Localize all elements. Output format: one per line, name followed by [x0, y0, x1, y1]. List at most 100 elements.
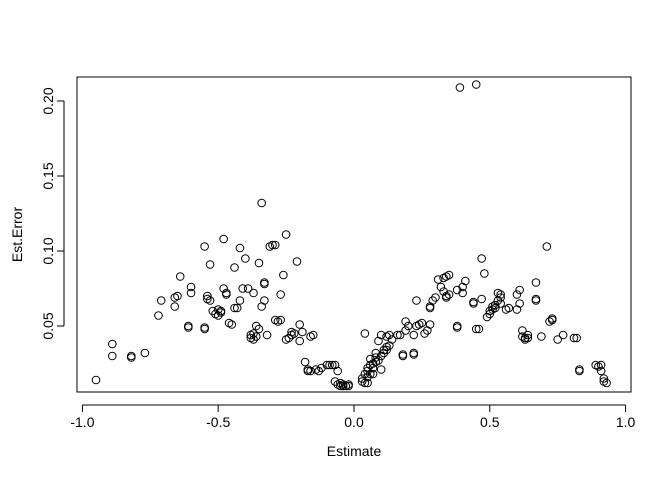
data-point — [537, 332, 546, 341]
data-point — [200, 323, 209, 332]
data-point — [295, 320, 304, 329]
data-point — [260, 296, 269, 305]
data-point — [363, 372, 372, 382]
data-point — [531, 296, 541, 305]
data-point — [360, 329, 370, 338]
x-tick-label: 1.0 — [616, 414, 636, 430]
data-point — [344, 381, 353, 391]
y-tick-label: 0.05 — [40, 312, 56, 339]
data-point — [363, 378, 372, 388]
data-point — [227, 320, 237, 329]
data-point — [387, 335, 397, 344]
data-point — [395, 330, 405, 340]
data-point — [461, 276, 470, 286]
data-point — [379, 345, 389, 355]
data-point — [314, 366, 323, 376]
data-point — [270, 240, 280, 250]
data-point — [295, 336, 304, 346]
data-point — [298, 327, 307, 337]
data-point — [140, 348, 150, 358]
data-point — [243, 284, 253, 293]
data-point — [238, 284, 247, 293]
data-point — [444, 270, 454, 280]
y-tick-label: 0.10 — [40, 237, 56, 264]
x-axis: -1.0 -0.5 0.0 0.5 1.0 — [70, 404, 636, 430]
data-point — [433, 275, 443, 284]
data-point — [289, 329, 299, 338]
data-point — [357, 374, 367, 383]
data-point — [251, 321, 261, 331]
data-point — [455, 83, 465, 92]
data-point — [485, 309, 495, 319]
data-point — [200, 242, 209, 251]
data-point — [436, 282, 446, 292]
data-point — [249, 329, 258, 338]
data-point — [496, 293, 505, 302]
data-point — [222, 290, 231, 299]
data-point — [235, 296, 245, 305]
data-point — [477, 294, 486, 304]
data-point — [496, 290, 505, 299]
data-point — [208, 306, 218, 316]
data-point — [496, 299, 505, 308]
x-tick-label: 0.0 — [344, 414, 364, 430]
data-point — [393, 330, 402, 340]
data-point — [382, 345, 391, 355]
data-points — [91, 80, 611, 391]
data-point — [425, 320, 435, 329]
data-point — [575, 365, 584, 374]
data-point — [154, 311, 163, 320]
data-point — [515, 285, 524, 295]
data-point — [518, 326, 527, 335]
data-point — [480, 269, 489, 278]
data-point — [170, 302, 180, 311]
data-point — [254, 258, 264, 268]
data-point — [230, 263, 239, 272]
data-point — [303, 366, 313, 376]
data-point — [477, 254, 486, 263]
data-point — [404, 321, 413, 331]
data-point — [469, 297, 478, 307]
data-point — [333, 366, 343, 376]
data-point — [531, 278, 541, 287]
data-point — [205, 296, 215, 305]
data-point — [572, 333, 581, 343]
plot-frame — [76, 76, 632, 393]
data-point — [542, 242, 552, 251]
data-point — [471, 324, 481, 334]
data-point — [262, 330, 272, 340]
data-point — [599, 374, 609, 383]
data-point — [474, 324, 484, 334]
data-point — [365, 354, 375, 364]
data-point — [232, 303, 242, 313]
data-point — [276, 315, 285, 325]
data-point — [276, 290, 285, 299]
data-point — [108, 339, 117, 349]
data-point — [452, 323, 462, 332]
data-point — [409, 330, 419, 340]
data-point — [547, 315, 557, 325]
data-point — [409, 350, 419, 359]
data-point — [219, 234, 228, 244]
data-point — [596, 360, 606, 370]
data-point — [325, 360, 334, 370]
data-point — [127, 353, 136, 362]
data-point — [317, 363, 326, 373]
data-point — [431, 293, 440, 302]
data-point — [490, 300, 500, 310]
data-point — [203, 291, 212, 301]
data-point — [322, 360, 332, 370]
data-point — [385, 330, 394, 340]
data-point — [184, 323, 193, 332]
data-point — [412, 296, 421, 305]
x-axis-title: Estimate — [327, 443, 382, 459]
data-point — [156, 296, 166, 305]
data-point — [257, 198, 266, 208]
data-point — [371, 353, 381, 362]
data-point — [401, 317, 410, 326]
data-point — [523, 330, 533, 340]
data-point — [175, 272, 185, 281]
data-point — [249, 335, 258, 344]
x-tick-label: -0.5 — [206, 414, 230, 430]
